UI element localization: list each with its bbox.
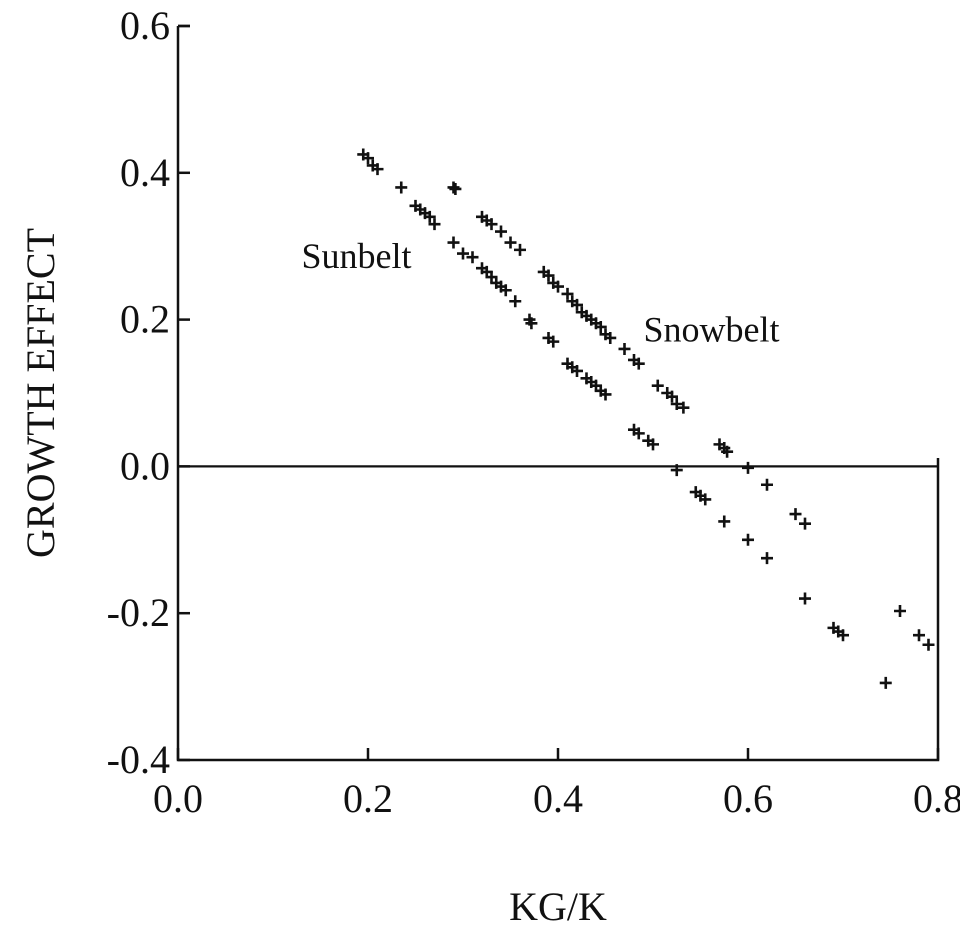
annotation-sunbelt: Sunbelt — [302, 236, 412, 276]
data-point — [525, 317, 538, 330]
data-point — [799, 592, 811, 605]
data-point — [789, 508, 802, 521]
data-point — [913, 629, 925, 642]
data-point — [718, 515, 731, 528]
data-point — [599, 388, 612, 401]
data-point — [485, 218, 498, 231]
data-point — [504, 236, 517, 249]
x-axis-label: KG/K — [509, 884, 607, 929]
data-point — [604, 331, 617, 344]
data-point — [742, 533, 754, 546]
data-point — [721, 445, 734, 458]
y-tick-label: -0.2 — [107, 590, 170, 635]
data-point — [618, 342, 631, 355]
data-point — [632, 427, 645, 440]
data-point — [837, 629, 849, 642]
data-point — [670, 398, 683, 411]
axis-frame — [176, 26, 940, 762]
y-tick-label: 0.2 — [120, 297, 170, 342]
data-markers — [357, 148, 935, 689]
data-point — [371, 163, 384, 176]
data-point — [879, 676, 892, 689]
data-point — [495, 225, 507, 238]
data-point — [761, 478, 773, 491]
data-point — [509, 295, 522, 308]
x-tick-label: 0.2 — [343, 776, 393, 821]
data-point — [647, 438, 659, 451]
data-point — [699, 493, 712, 506]
data-point — [449, 182, 462, 195]
data-point — [677, 401, 690, 414]
data-point — [594, 320, 607, 333]
data-point — [423, 210, 436, 223]
data-point — [561, 287, 574, 300]
data-point — [395, 181, 408, 194]
data-point — [447, 236, 460, 249]
data-point — [428, 218, 441, 231]
x-tick-label: 0.4 — [533, 776, 583, 821]
data-point — [547, 335, 560, 348]
data-point — [632, 357, 645, 370]
y-tick-label: 0.6 — [120, 3, 170, 48]
data-point — [922, 638, 935, 651]
data-point — [552, 280, 564, 293]
x-tick-labels: 0.0 0.2 0.4 0.6 0.8 — [153, 748, 960, 821]
data-point — [571, 364, 583, 377]
x-tick-label: 0.0 — [153, 776, 203, 821]
annotation-snowbelt: Snowbelt — [644, 310, 780, 350]
data-point — [894, 604, 906, 617]
data-point — [447, 181, 460, 194]
data-point — [362, 152, 374, 165]
data-point — [542, 269, 555, 282]
data-point — [457, 247, 469, 260]
data-point — [651, 379, 664, 392]
axes — [176, 24, 940, 762]
series-snowbelt — [447, 181, 935, 651]
data-point — [670, 464, 683, 477]
data-point — [666, 390, 678, 403]
data-point — [799, 517, 811, 530]
data-point — [514, 243, 526, 256]
y-tick-label: 0.4 — [120, 150, 170, 195]
data-point — [499, 284, 512, 297]
data-point — [571, 298, 583, 311]
data-point — [466, 251, 479, 264]
data-point — [761, 552, 773, 565]
data-point — [742, 461, 754, 474]
y-tick-label: 0.0 — [120, 443, 170, 488]
x-tick-label: 0.8 — [913, 776, 960, 821]
series-sunbelt — [357, 148, 892, 689]
y-tick-label: -0.4 — [107, 737, 170, 782]
y-axis-label: GROWTH EFFECT — [18, 228, 63, 558]
y-tick-labels: 0.6 0.4 0.2 0.0 -0.2 -0.4 — [107, 3, 190, 782]
x-tick-label: 0.6 — [723, 776, 773, 821]
